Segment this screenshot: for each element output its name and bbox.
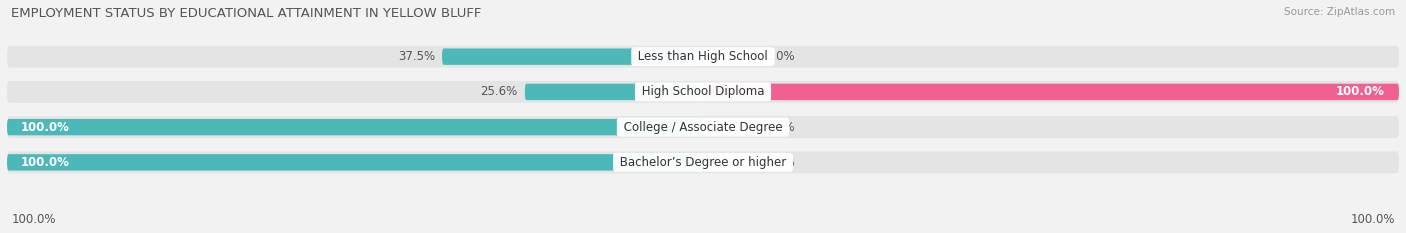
FancyBboxPatch shape	[703, 84, 1399, 100]
FancyBboxPatch shape	[7, 151, 1399, 173]
Text: 37.5%: 37.5%	[398, 50, 434, 63]
Text: 0.0%: 0.0%	[766, 50, 796, 63]
FancyBboxPatch shape	[441, 48, 703, 65]
Text: 100.0%: 100.0%	[1336, 85, 1385, 98]
Text: 0.0%: 0.0%	[766, 121, 796, 134]
Text: College / Associate Degree: College / Associate Degree	[620, 121, 786, 134]
Text: 100.0%: 100.0%	[11, 213, 56, 226]
Text: 100.0%: 100.0%	[21, 121, 70, 134]
Text: Less than High School: Less than High School	[634, 50, 772, 63]
FancyBboxPatch shape	[7, 81, 1399, 103]
Text: EMPLOYMENT STATUS BY EDUCATIONAL ATTAINMENT IN YELLOW BLUFF: EMPLOYMENT STATUS BY EDUCATIONAL ATTAINM…	[11, 7, 482, 20]
Text: 100.0%: 100.0%	[21, 156, 70, 169]
Text: Bachelor’s Degree or higher: Bachelor’s Degree or higher	[616, 156, 790, 169]
Text: Source: ZipAtlas.com: Source: ZipAtlas.com	[1284, 7, 1395, 17]
FancyBboxPatch shape	[7, 116, 1399, 138]
FancyBboxPatch shape	[524, 84, 703, 100]
Text: 0.0%: 0.0%	[766, 156, 796, 169]
Text: High School Diploma: High School Diploma	[638, 85, 768, 98]
FancyBboxPatch shape	[7, 154, 703, 171]
Text: 100.0%: 100.0%	[1350, 213, 1395, 226]
FancyBboxPatch shape	[7, 46, 1399, 68]
Text: 25.6%: 25.6%	[481, 85, 517, 98]
Legend: In Labor Force, Unemployed: In Labor Force, Unemployed	[599, 229, 807, 233]
FancyBboxPatch shape	[7, 119, 703, 135]
